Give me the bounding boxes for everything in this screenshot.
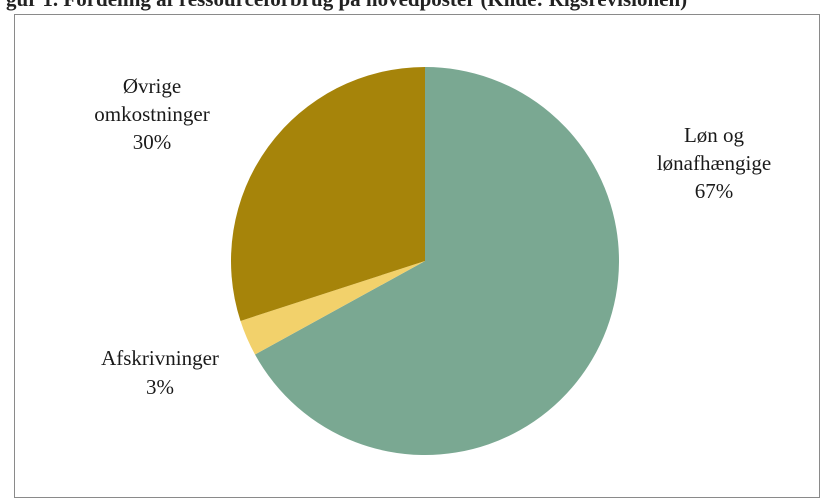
slice-label-2: Øvrige omkostninger 30% [94,74,210,154]
slice-name-line-0-1: lønafhængige [657,151,771,175]
slice-name-line-2-1: omkostninger [94,102,210,126]
slice-name-line-0-0: Løn og [684,123,745,147]
slice-label-0: Løn og lønafhængige 67% [657,123,771,203]
slice-percent-1: 3% [146,375,174,399]
slice-name-line-1-0: Afskrivninger [101,346,219,370]
slice-percent-0: 67% [695,179,734,203]
slice-label-1: Afskrivninger 3% [101,346,219,399]
slice-name-line-2-0: Øvrige [123,74,181,98]
slice-percent-2: 30% [133,130,172,154]
pie-slices [231,67,619,455]
